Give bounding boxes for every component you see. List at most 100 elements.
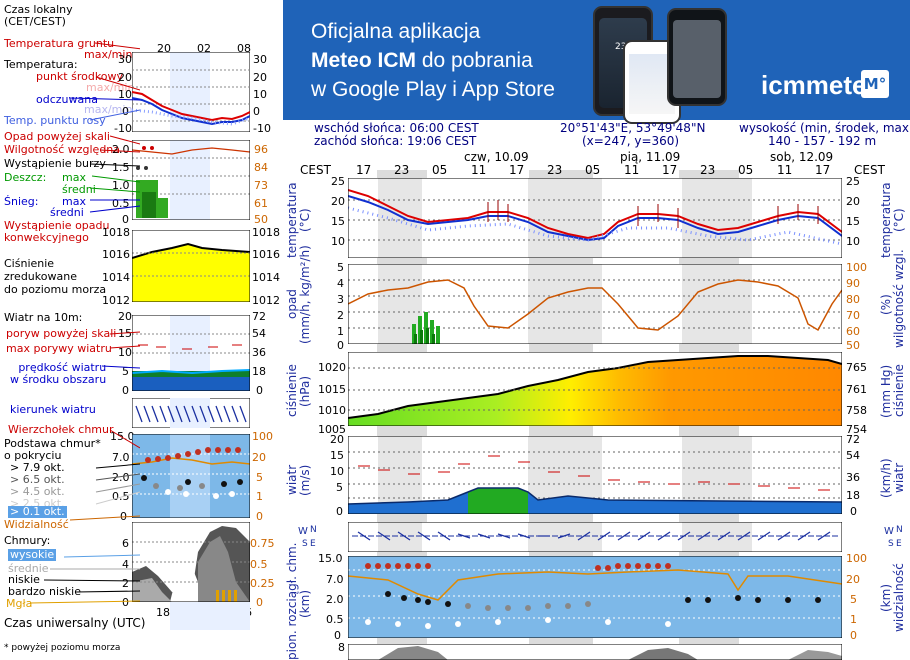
legend-precip-tick-right-5: 50 [254, 213, 268, 226]
legend-pressure-tick-r2: 1016 [252, 248, 280, 261]
legend-wind-dir: kierunek wiatru [10, 403, 96, 416]
icmmeteo-badge: M° [861, 70, 889, 98]
app-download-banner[interactable]: Oficjalna aplikacja Meteo ICM do pobrani… [283, 0, 910, 124]
legend-temp: Temperatura: [4, 58, 78, 71]
legend-cloud-tick-right-3: 5 [256, 471, 263, 484]
legend-temp-tick-0: 0 [122, 105, 129, 118]
pressure-axis-label: ciśnienie (hPa) [285, 364, 312, 418]
legend-precip-tick-left-2: 1.5 [112, 161, 130, 174]
legend-wind-tick-right-3: 36 [252, 346, 266, 359]
legend-temp-ground-sub: max/min [84, 48, 133, 61]
legend-cloud-tick-right-1: 100 [252, 430, 273, 443]
legend-precip-tick-left-3: 1.0 [112, 179, 130, 192]
legend-pressure-chart [132, 230, 250, 302]
legend-precip-tick-right-1: 96 [254, 143, 268, 156]
legend-panel: Czas lokalny (CET/CEST) 20 02 08 Tempera… [0, 0, 282, 660]
legend-temp-tick-r30: 30 [253, 53, 267, 66]
height-values: 140 - 157 - 192 m [768, 134, 877, 148]
legend-temp-feel-sub: max/min [84, 103, 133, 116]
legend-wind-chart [132, 315, 250, 391]
main-tz-right: CEST [854, 163, 885, 177]
cloud-tick-2: 7.0 [326, 573, 344, 586]
legend-temp-tick-rm10: -10 [253, 122, 271, 135]
sunrise-text: wschód słońca: 06:00 CEST [314, 121, 479, 135]
legend-snow: Śnieg: [4, 195, 39, 208]
clouds-chart [348, 644, 842, 660]
legend-temp-tick-r0: 0 [253, 105, 260, 118]
legend-temp-ground: Temperatura gruntu [4, 37, 115, 50]
precip-tick-3: 3 [337, 293, 344, 306]
legend-clouds-tick-right-2: 0.5 [250, 558, 268, 571]
legend-temp-tick-30: 30 [118, 53, 132, 66]
legend-temp-mid: punkt środkowy [36, 70, 124, 83]
pressure-tick-4: 1005 [318, 423, 346, 436]
legend-clouds-chart [132, 522, 250, 602]
wind-tick-3: 10 [330, 465, 344, 478]
temp-tick-right-1: 25 [846, 175, 860, 188]
temperature-chart [348, 178, 842, 258]
pressure-mm-tick-3: 758 [846, 404, 867, 417]
humidity-tick-1: 100 [846, 261, 867, 274]
legend-pressure-tick-r1: 1018 [252, 226, 280, 239]
legend-precip-tick-left-5: 0 [122, 213, 129, 226]
cloud-axis-label: pion. rozciągł. chm. (km) [285, 542, 312, 660]
cloud-tick-5: 0 [334, 629, 341, 642]
phone-1-temp: 23° [599, 42, 647, 52]
vis-tick-2: 20 [846, 573, 860, 586]
legend-precip-occur: Wystąpienie opadu konwekcyjnego [4, 219, 110, 244]
pressure-mm-tick-1: 765 [846, 361, 867, 374]
legend-okt-3: > 4.5 okt. [10, 485, 65, 498]
legend-fog: Mgła [6, 597, 33, 610]
grid-coordinates-text: (x=247, y=360) [582, 134, 680, 148]
humidity-tick-5: 60 [846, 325, 860, 338]
humidity-tick-4: 70 [846, 309, 860, 322]
cloud-tick-1: 15.0 [318, 552, 343, 565]
wind-kmh-tick-2: 54 [846, 449, 860, 462]
svg-text:E: E [310, 539, 316, 549]
legend-okt-5: > 0.1 okt. [8, 505, 67, 518]
temp-tick-right-2: 20 [846, 195, 860, 208]
hour-label: 17 [815, 163, 831, 177]
svg-text:N: N [896, 525, 903, 535]
svg-text:E: E [896, 539, 902, 549]
temp-tick-right-4: 10 [846, 235, 860, 248]
humidity-tick-2: 90 [846, 277, 860, 290]
main-day-1: czw, 10.09 [464, 150, 529, 164]
precipitation-chart [348, 264, 842, 344]
legend-utc: Czas uniwersalny (UTC) [4, 616, 146, 630]
legend-precip-tick-right-3: 73 [254, 179, 268, 192]
legend-wind-tick-left-3: 10 [118, 346, 132, 359]
legend-temp-tick-m10: -10 [114, 122, 132, 135]
legend-temp-leaders [69, 42, 140, 121]
legend-cloud-tick-left-2: 7.0 [112, 451, 130, 464]
legend-wind-leaders [101, 331, 140, 369]
legend-precip-tick-right-4: 61 [254, 197, 268, 210]
hour-label: 05 [738, 163, 754, 177]
legend-clouds-tick-right-1: 0.75 [250, 537, 275, 550]
legend-wind-tick-left-4: 5 [122, 365, 129, 378]
pressure-mm-tick-2: 761 [846, 383, 867, 396]
main-tz-left: CEST [300, 163, 331, 177]
legend-cloud-leaders [69, 429, 140, 521]
wind-tick-1: 20 [330, 433, 344, 446]
precip-tick-4: 2 [337, 309, 344, 322]
height-label: wysokość (min, środek, max) [739, 121, 910, 135]
compass-icon-left: W N E S [298, 525, 317, 549]
hour-label: 05 [432, 163, 448, 177]
legend-pressure-tick-1: 1018 [102, 226, 130, 239]
svg-text:W: W [298, 526, 308, 537]
legend-snow-max: max [62, 195, 86, 208]
legend-wind-gust-max: max porywy wiatru [6, 342, 112, 355]
legend-local-hour-1: 20 [157, 42, 171, 55]
legend-temp-tick-20: 20 [118, 71, 132, 84]
hour-label: 23 [394, 163, 410, 177]
precip-axis-label: opad (mm/h, kg/m²/h) [285, 245, 312, 344]
cloud-tick-3: 2.0 [326, 593, 344, 606]
legend-wind-tick-right-5: 0 [256, 384, 263, 397]
legend-pressure: Ciśnienie zredukowane do poziomu morza [4, 257, 107, 296]
legend-clouds-leaders [29, 554, 140, 604]
legend-precip-tick-right-2: 84 [254, 161, 268, 174]
pressure-tick-1: 1020 [318, 361, 346, 374]
legend-clouds-tick-left-2: 4 [122, 558, 129, 571]
legend-time-local: Czas lokalny (CET/CEST) [4, 3, 73, 28]
